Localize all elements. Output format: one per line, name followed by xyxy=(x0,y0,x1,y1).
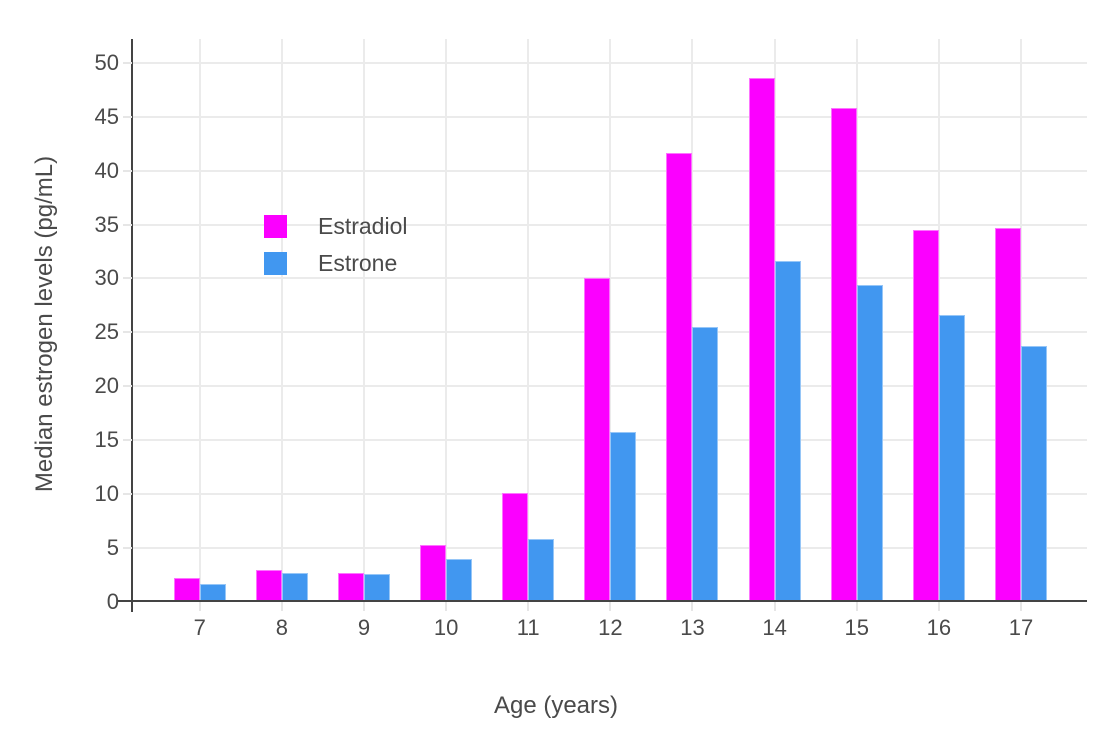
y-tick-mark xyxy=(123,169,132,172)
x-tick-mark xyxy=(691,602,694,611)
bar-estradiol-age-8[interactable] xyxy=(255,569,282,602)
y-tick-label-30: 30 xyxy=(94,265,119,291)
plot-area xyxy=(133,39,1087,602)
legend-label: Estradiol xyxy=(318,213,408,239)
legend-item-estradiol[interactable]: Estradiol xyxy=(264,214,407,238)
y-tick-mark xyxy=(123,547,132,550)
x-tick-mark xyxy=(1020,602,1022,611)
x-tick-label-7: 7 xyxy=(193,615,206,640)
y-tick-label-35: 35 xyxy=(94,211,119,237)
bar-estradiol-age-13[interactable] xyxy=(666,153,693,602)
bar-estradiol-age-10[interactable] xyxy=(420,544,447,602)
legend: Estradiol Estrone xyxy=(264,214,407,288)
bar-estradiol-age-12[interactable] xyxy=(584,278,611,602)
bar-estrone-age-15[interactable] xyxy=(856,284,883,602)
x-tick-mark xyxy=(362,602,365,611)
bar-estradiol-age-17[interactable] xyxy=(995,227,1021,602)
bar-estrone-age-12[interactable] xyxy=(610,431,637,602)
y-tick-mark xyxy=(123,277,132,280)
y-axis-title: Median estrogen levels (pg/mL) xyxy=(31,155,58,493)
y-tick-mark xyxy=(123,331,132,334)
x-tick-label-12: 12 xyxy=(598,615,623,640)
bar-estradiol-age-11[interactable] xyxy=(502,493,529,602)
horizontal-gridline xyxy=(133,223,1087,226)
vertical-gridline xyxy=(1020,39,1022,602)
x-axis-title: Age (years) xyxy=(493,692,619,719)
vertical-gridline xyxy=(198,39,201,602)
y-tick-mark xyxy=(123,493,132,496)
bar-estrone-age-11[interactable] xyxy=(528,539,555,602)
x-tick-label-16: 16 xyxy=(926,615,952,640)
x-tick-mark xyxy=(445,602,448,611)
bar-estrone-age-14[interactable] xyxy=(774,261,801,602)
y-tick-mark xyxy=(123,61,132,64)
vertical-gridline xyxy=(609,39,612,602)
x-tick-label-9: 9 xyxy=(357,615,371,640)
bar-estrone-age-13[interactable] xyxy=(692,326,719,602)
vertical-gridline xyxy=(362,39,365,602)
x-tick-label-13: 13 xyxy=(680,615,705,640)
vertical-gridline xyxy=(445,39,448,602)
legend-item-estrone[interactable]: Estrone xyxy=(264,251,407,275)
x-tick-mark xyxy=(198,602,201,611)
vertical-gridline xyxy=(527,39,530,602)
y-tick-label-0: 0 xyxy=(106,589,119,614)
horizontal-gridline xyxy=(133,61,1087,64)
bar-estrone-age-9[interactable] xyxy=(363,573,390,602)
bar-estrone-age-17[interactable] xyxy=(1021,346,1047,602)
x-tick-mark xyxy=(773,602,776,611)
bar-estrone-age-16[interactable] xyxy=(938,315,965,602)
y-tick-label-10: 10 xyxy=(94,481,119,507)
vertical-gridline xyxy=(691,39,694,602)
x-tick-label-15: 15 xyxy=(844,615,869,640)
bar-estradiol-age-14[interactable] xyxy=(748,77,775,602)
x-axis-line xyxy=(118,600,1087,602)
legend-swatch-icon xyxy=(264,251,287,275)
x-tick-mark xyxy=(280,602,283,611)
y-tick-mark xyxy=(123,115,132,118)
x-tick-label-8: 8 xyxy=(275,615,288,640)
x-tick-label-14: 14 xyxy=(762,615,787,640)
bar-estradiol-age-7[interactable] xyxy=(173,578,200,602)
y-tick-mark xyxy=(123,223,132,226)
legend-swatch-icon xyxy=(264,214,287,238)
x-tick-mark xyxy=(527,602,530,611)
legend-label: Estrone xyxy=(318,250,398,276)
y-tick-label-25: 25 xyxy=(94,319,119,345)
y-tick-label-40: 40 xyxy=(94,157,119,183)
y-axis-line xyxy=(131,39,133,612)
y-tick-mark xyxy=(123,385,132,388)
y-tick-label-20: 20 xyxy=(94,373,119,399)
y-tick-label-5: 5 xyxy=(106,535,119,561)
bar-estrone-age-7[interactable] xyxy=(199,583,226,602)
bar-estradiol-age-15[interactable] xyxy=(830,108,857,602)
x-tick-label-17: 17 xyxy=(1008,615,1034,640)
x-tick-label-11: 11 xyxy=(516,615,540,640)
y-tick-label-45: 45 xyxy=(94,103,119,129)
bar-estradiol-age-9[interactable] xyxy=(337,572,364,602)
bar-estrone-age-10[interactable] xyxy=(446,558,473,602)
bar-estradiol-age-16[interactable] xyxy=(912,229,939,602)
y-tick-label-50: 50 xyxy=(94,49,119,75)
horizontal-gridline xyxy=(133,169,1087,172)
x-tick-mark xyxy=(937,602,940,611)
vertical-gridline xyxy=(280,39,283,602)
x-tick-label-10: 10 xyxy=(433,615,459,640)
y-tick-mark xyxy=(123,439,132,442)
y-tick-label-15: 15 xyxy=(94,427,119,453)
x-tick-mark xyxy=(609,602,612,611)
bar-estrone-age-8[interactable] xyxy=(281,572,308,602)
horizontal-gridline xyxy=(133,115,1087,118)
x-tick-mark xyxy=(855,602,858,611)
